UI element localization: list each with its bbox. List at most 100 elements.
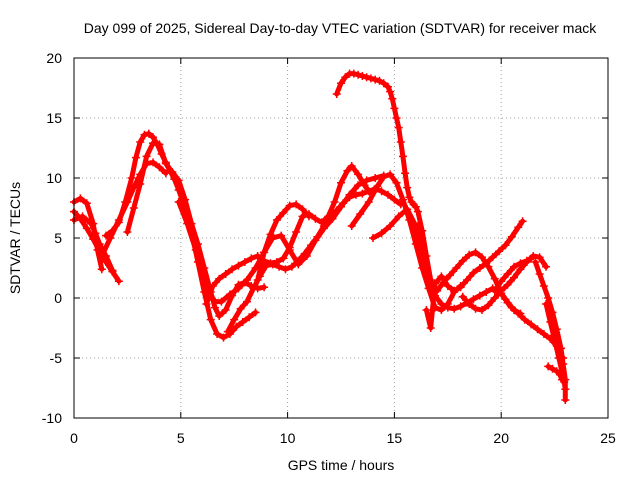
- data-point: [354, 170, 363, 179]
- x-axis-label: GPS time / hours: [288, 457, 395, 473]
- data-point: [554, 354, 563, 362]
- data-point: [174, 198, 183, 206]
- x-tick-label: 20: [493, 430, 509, 446]
- data-point: [390, 195, 399, 204]
- data-point: [249, 284, 258, 293]
- data-point: [371, 75, 380, 84]
- series-track-11: [332, 69, 439, 296]
- data-point: [544, 362, 553, 371]
- data-point: [477, 253, 486, 262]
- data-point: [503, 298, 512, 307]
- data-point: [114, 218, 123, 227]
- data-point: [343, 166, 352, 175]
- data-point: [539, 282, 548, 290]
- data-point: [108, 226, 117, 235]
- data-point: [304, 212, 313, 221]
- data-point: [221, 306, 230, 314]
- data-point: [285, 243, 294, 252]
- series-line: [225, 186, 404, 335]
- data-point: [503, 270, 512, 278]
- data-point: [465, 250, 474, 259]
- data-point: [360, 181, 369, 190]
- data-point: [471, 248, 480, 257]
- data-point: [91, 229, 100, 238]
- data-point: [243, 297, 252, 306]
- data-point: [388, 94, 397, 103]
- data-point: [437, 300, 446, 308]
- data-point: [298, 205, 307, 214]
- data-point: [311, 214, 320, 223]
- data-point: [136, 180, 145, 188]
- data-point: [452, 264, 461, 272]
- data-point: [475, 264, 484, 272]
- data-point: [413, 222, 422, 230]
- data-point: [213, 330, 222, 338]
- data-point: [191, 246, 200, 254]
- data-point: [558, 375, 567, 384]
- data-point: [364, 198, 373, 206]
- data-point: [140, 130, 149, 139]
- series-track-13: [369, 205, 568, 362]
- data-point: [215, 312, 224, 320]
- data-point: [531, 258, 540, 266]
- data-point: [292, 200, 301, 209]
- data-point: [337, 178, 345, 187]
- data-point: [337, 79, 345, 88]
- data-point: [279, 254, 288, 263]
- data-point: [510, 306, 519, 314]
- data-point: [430, 279, 439, 288]
- series-track-6: [123, 139, 269, 320]
- data-point: [208, 282, 217, 290]
- data-point: [251, 308, 260, 317]
- data-point: [221, 270, 230, 278]
- data-point: [275, 262, 284, 271]
- data-point: [300, 249, 309, 258]
- data-point: [364, 187, 373, 196]
- data-point: [539, 330, 548, 338]
- data-point: [131, 153, 140, 162]
- data-point: [345, 193, 354, 202]
- data-point: [114, 277, 123, 286]
- data-point: [354, 70, 363, 79]
- y-axis-label: SDTVAR / TECUs: [7, 182, 23, 294]
- series-track-20: [544, 362, 567, 384]
- data-point: [516, 309, 525, 318]
- data-point: [456, 302, 465, 311]
- data-point: [287, 262, 296, 271]
- data-point: [358, 72, 367, 80]
- data-point: [230, 315, 239, 324]
- y-tick-label: 20: [46, 50, 62, 66]
- data-point: [149, 139, 158, 148]
- data-point: [490, 274, 499, 283]
- data-point: [247, 254, 256, 263]
- data-point: [266, 230, 275, 239]
- data-point: [482, 288, 491, 296]
- data-point: [379, 79, 388, 88]
- data-point: [411, 202, 420, 211]
- data-point: [469, 295, 478, 304]
- data-point: [392, 178, 401, 187]
- data-point: [443, 303, 452, 312]
- data-point: [174, 176, 183, 185]
- x-tick-label: 0: [70, 430, 78, 446]
- data-point: [477, 306, 486, 314]
- data-point: [507, 232, 516, 241]
- axis-ticks: 0 5 10 15 20 25 -10 -5 0 5 10 15 20: [42, 50, 616, 446]
- data-point: [516, 259, 525, 268]
- data-point: [253, 252, 262, 260]
- data-point: [518, 217, 527, 226]
- data-point: [129, 204, 138, 212]
- data-point: [198, 270, 207, 278]
- data-point: [228, 265, 237, 274]
- x-tick-label: 10: [280, 430, 296, 446]
- data-point: [398, 152, 407, 161]
- data-point: [240, 258, 249, 266]
- x-tick-label: 5: [177, 430, 185, 446]
- data-point: [510, 262, 519, 271]
- data-point: [542, 300, 551, 308]
- data-point: [488, 253, 497, 262]
- data-point: [465, 300, 474, 308]
- data-point: [394, 123, 403, 132]
- data-point: [232, 322, 241, 331]
